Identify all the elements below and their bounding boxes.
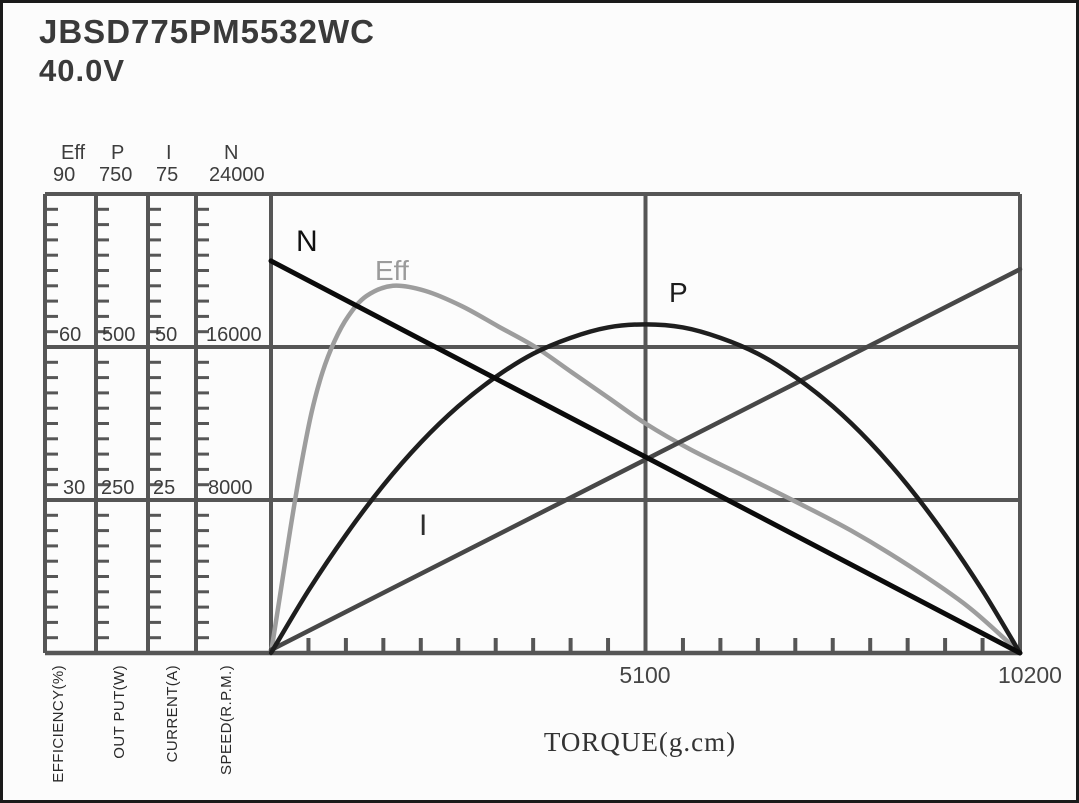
scale-n-16000: 16000 [206,324,262,346]
axis-name-speed: SPEED(R.P.M.) [218,665,235,775]
axis-name-efficiency: EFFICIENCY(%) [50,665,67,783]
xtick-5100: 5100 [619,662,671,688]
xtick-10200: 10200 [998,662,1062,688]
curve-label-efficiency: Eff [375,255,409,286]
scale-i-50: 50 [155,324,178,346]
x-axis-title: TORQUE(g.cm) [543,727,737,757]
axis-header-eff: Eff [61,142,86,164]
axis-name-output: OUT PUT(W) [111,665,128,759]
scale-p-500: 500 [102,324,136,346]
scale-i-25: 25 [153,477,176,499]
axis-top-n: 24000 [209,164,265,186]
curve-label-power: P [669,277,688,308]
chart-canvas [43,192,1023,656]
page-title: JBSD775PM5532WC [39,13,375,50]
axis-top-i: 75 [156,164,179,186]
axis-top-eff: 90 [53,164,76,186]
axis-header-n: N [224,142,239,164]
axis-header-i: I [166,142,172,164]
scale-eff-60: 60 [59,324,82,346]
scale-p-250: 250 [101,477,135,499]
axis-name-current: CURRENT(A) [164,665,181,763]
scale-eff-30: 30 [63,477,86,499]
voltage-label: 40.0V [39,53,126,88]
curve-label-current: I [419,509,428,542]
axis-top-p: 750 [99,164,133,186]
axis-header-p: P [111,142,125,164]
curve-label-speed: N [296,225,318,258]
scale-n-8000: 8000 [208,477,253,499]
